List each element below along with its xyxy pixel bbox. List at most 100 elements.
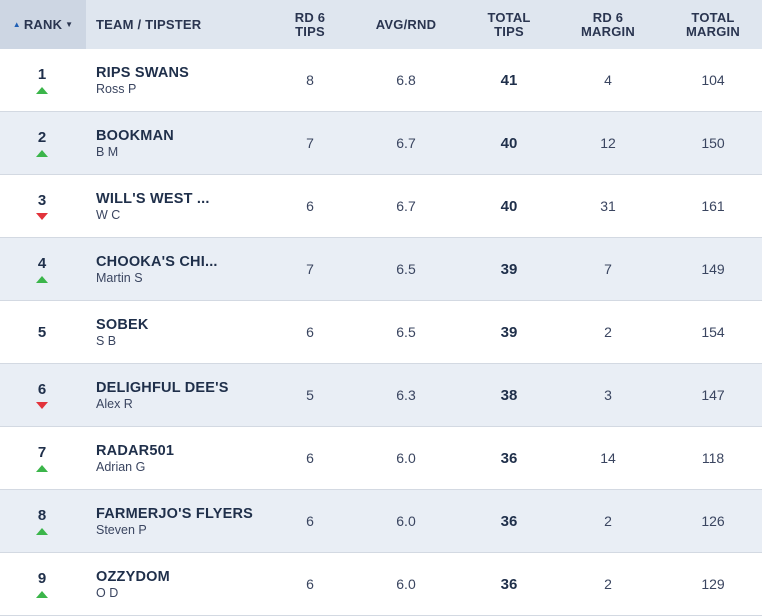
- team-cell[interactable]: CHOOKA'S CHI... Martin S: [86, 238, 274, 300]
- total-tips-cell: 38: [500, 386, 518, 404]
- rd-margin-cell: 31: [600, 198, 616, 214]
- total-margin-header-line1: TOTAL: [691, 9, 735, 25]
- team-cell[interactable]: RIPS SWANS Ross P: [86, 49, 274, 111]
- rank-number: 6: [37, 381, 47, 398]
- rank-number: 3: [37, 192, 47, 209]
- rank-cell: 7: [0, 427, 86, 489]
- rd-tips-cell: 6: [306, 324, 314, 340]
- rank-up-icon: [36, 528, 48, 535]
- avg-cell: 6.7: [396, 135, 416, 151]
- sort-desc-icon[interactable]: ▼: [65, 19, 74, 29]
- rank-header-label: RANK: [23, 16, 63, 32]
- team-cell[interactable]: BOOKMAN B M: [86, 112, 274, 174]
- rd-tips-column-header[interactable]: RD 6 TIPS: [274, 0, 346, 49]
- total-tips-header-line2: TIPS: [494, 23, 524, 39]
- sort-asc-icon[interactable]: ▲: [12, 19, 21, 29]
- rank-number: 1: [37, 66, 47, 83]
- rank-up-icon: [36, 276, 48, 283]
- tipster-name: Alex R: [96, 396, 133, 411]
- rd-margin-cell: 4: [604, 72, 612, 88]
- rd-tips-cell: 6: [306, 576, 314, 592]
- avg-cell: 6.5: [396, 261, 416, 277]
- table-row[interactable]: 7 RADAR501 Adrian G 6 6.0 36 14 118: [0, 427, 762, 490]
- table-row[interactable]: 1 RIPS SWANS Ross P 8 6.8 41 4 104: [0, 49, 762, 112]
- team-name[interactable]: RADAR501: [96, 442, 175, 459]
- rd-tips-header-line1: RD 6: [294, 9, 326, 25]
- team-cell[interactable]: RADAR501 Adrian G: [86, 427, 274, 489]
- team-name[interactable]: CHOOKA'S CHI...: [96, 253, 218, 270]
- rank-number: 7: [37, 444, 47, 461]
- avg-column-header[interactable]: AVG/RND: [346, 0, 466, 49]
- avg-cell: 6.7: [396, 198, 416, 214]
- rd-tips-header-line2: TIPS: [295, 23, 325, 39]
- team-header-label: TEAM / TIPSTER: [96, 16, 202, 32]
- avg-cell: 6.0: [396, 576, 416, 592]
- avg-cell: 6.3: [396, 387, 416, 403]
- rank-cell: 8: [0, 490, 86, 552]
- team-name[interactable]: FARMERJO'S FLYERS: [96, 505, 253, 522]
- rd-margin-header-line2: MARGIN: [581, 23, 635, 39]
- table-row[interactable]: 2 BOOKMAN B M 7 6.7 40 12 150: [0, 112, 762, 175]
- total-margin-header-line2: MARGIN: [686, 23, 740, 39]
- rank-column-header[interactable]: ▲ RANK ▼: [0, 0, 86, 49]
- tipster-name: O D: [96, 585, 119, 600]
- total-tips-cell: 41: [500, 71, 518, 89]
- total-margin-cell: 104: [701, 72, 725, 88]
- tipster-name: Martin S: [96, 270, 143, 285]
- rd-margin-cell: 3: [604, 387, 612, 403]
- total-tips-cell: 40: [500, 197, 518, 215]
- rank-up-icon: [36, 150, 48, 157]
- team-cell[interactable]: DELIGHFUL DEE'S Alex R: [86, 364, 274, 426]
- total-margin-cell: 129: [701, 576, 725, 592]
- rank-cell: 1: [0, 49, 86, 111]
- total-tips-cell: 36: [500, 575, 518, 593]
- team-cell[interactable]: WILL'S WEST ... W C: [86, 175, 274, 237]
- rank-up-icon: [36, 591, 48, 598]
- team-name[interactable]: SOBEK: [96, 316, 149, 333]
- rd-margin-header-line1: RD 6: [592, 9, 624, 25]
- team-name[interactable]: OZZYDOM: [96, 568, 170, 585]
- rd-tips-cell: 7: [306, 261, 314, 277]
- team-name[interactable]: DELIGHFUL DEE'S: [96, 379, 229, 396]
- total-tips-cell: 39: [500, 260, 518, 278]
- rd-margin-cell: 14: [600, 450, 616, 466]
- table-row[interactable]: 3 WILL'S WEST ... W C 6 6.7 40 31 161: [0, 175, 762, 238]
- table-row[interactable]: 4 CHOOKA'S CHI... Martin S 7 6.5 39 7 149: [0, 238, 762, 301]
- tipster-name: S B: [96, 333, 117, 348]
- team-name[interactable]: RIPS SWANS: [96, 64, 190, 81]
- total-margin-cell: 161: [701, 198, 725, 214]
- avg-cell: 6.8: [396, 72, 416, 88]
- table-row[interactable]: 8 FARMERJO'S FLYERS Steven P 6 6.0 36 2 126: [0, 490, 762, 553]
- avg-cell: 6.5: [396, 324, 416, 340]
- rank-number: 2: [37, 129, 47, 146]
- tipster-name: W C: [96, 207, 121, 222]
- team-column-header[interactable]: TEAM / TIPSTER: [86, 0, 274, 49]
- team-cell[interactable]: SOBEK S B: [86, 301, 274, 363]
- tipster-name: B M: [96, 144, 119, 159]
- avg-header-label: AVG/RND: [375, 16, 437, 32]
- total-tips-header-line1: TOTAL: [487, 9, 531, 25]
- table-row[interactable]: 9 OZZYDOM O D 6 6.0 36 2 129: [0, 553, 762, 616]
- rd-tips-cell: 5: [306, 387, 314, 403]
- rd-tips-cell: 8: [306, 72, 314, 88]
- table-row[interactable]: 5 SOBEK S B 6 6.5 39 2 154: [0, 301, 762, 364]
- total-tips-column-header[interactable]: TOTAL TIPS: [466, 0, 552, 49]
- total-margin-cell: 150: [701, 135, 725, 151]
- rank-cell: 4: [0, 238, 86, 300]
- team-name[interactable]: BOOKMAN: [96, 127, 174, 144]
- tipster-name: Ross P: [96, 81, 137, 96]
- rd-margin-cell: 7: [604, 261, 612, 277]
- team-cell[interactable]: FARMERJO'S FLYERS Steven P: [86, 490, 274, 552]
- rd-margin-column-header[interactable]: RD 6 MARGIN: [552, 0, 664, 49]
- table-row[interactable]: 6 DELIGHFUL DEE'S Alex R 5 6.3 38 3 147: [0, 364, 762, 427]
- total-margin-column-header[interactable]: TOTAL MARGIN: [664, 0, 762, 49]
- rd-tips-cell: 6: [306, 513, 314, 529]
- total-margin-cell: 126: [701, 513, 725, 529]
- team-name[interactable]: WILL'S WEST ...: [96, 190, 210, 207]
- rd-tips-cell: 6: [306, 450, 314, 466]
- total-tips-cell: 36: [500, 449, 518, 467]
- total-tips-cell: 40: [500, 134, 518, 152]
- team-cell[interactable]: OZZYDOM O D: [86, 553, 274, 615]
- avg-cell: 6.0: [396, 513, 416, 529]
- rank-cell: 9: [0, 553, 86, 615]
